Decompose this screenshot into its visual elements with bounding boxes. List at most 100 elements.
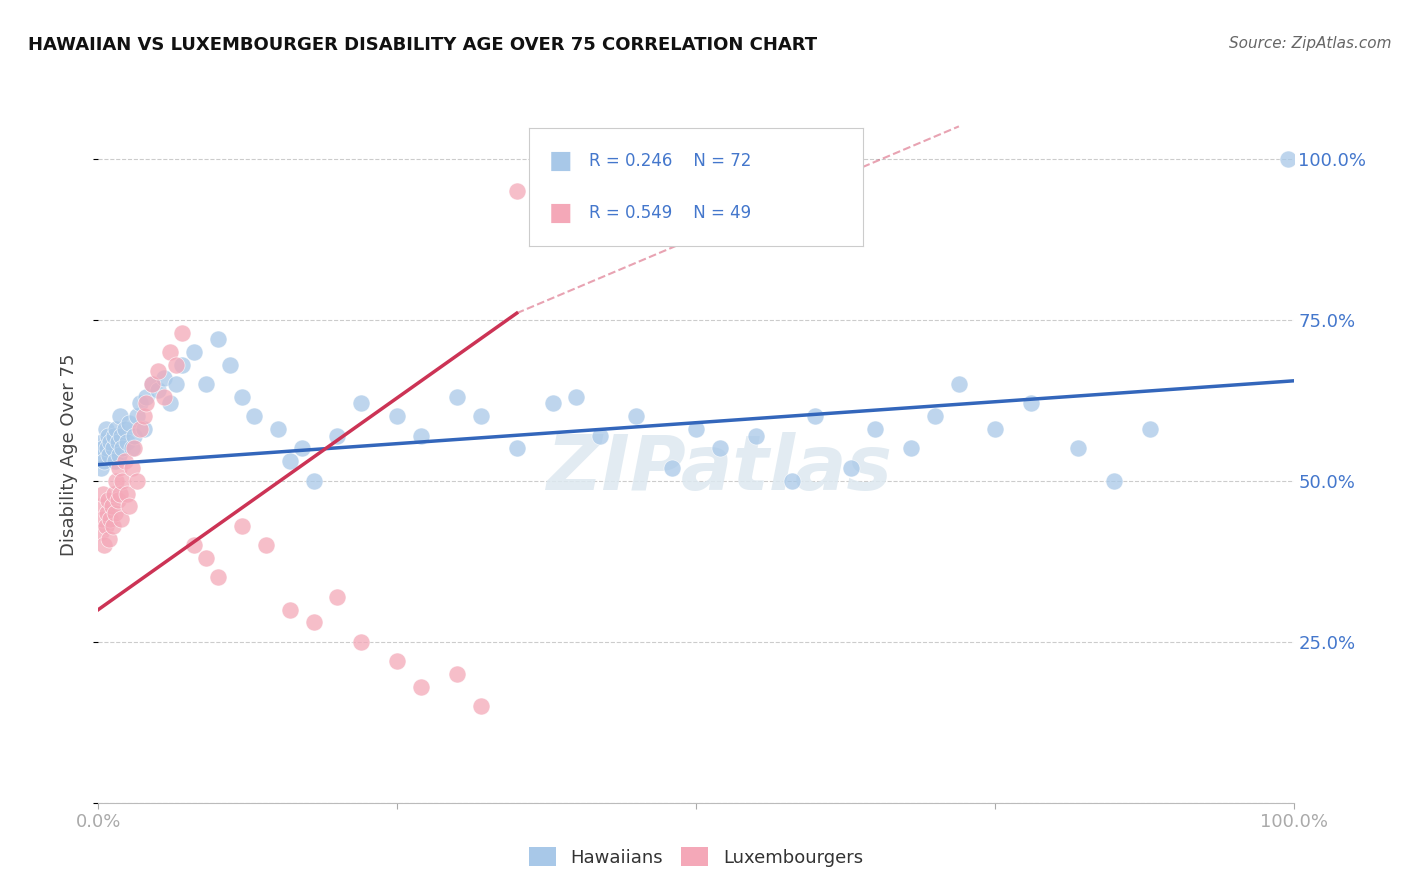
Point: [194, 551, 218, 566]
Point: [129, 422, 152, 436]
Point: [172, 326, 194, 340]
Point: [107, 448, 129, 462]
Point: [107, 435, 129, 450]
Point: [278, 454, 301, 468]
Point: [243, 409, 266, 424]
Point: [350, 396, 373, 410]
Point: [105, 474, 128, 488]
Point: [207, 332, 229, 346]
Point: [231, 390, 253, 404]
Point: [103, 428, 125, 442]
Point: [506, 184, 529, 198]
Point: [108, 409, 131, 424]
Point: [111, 474, 134, 488]
Point: [100, 500, 122, 514]
Point: [114, 422, 136, 436]
Point: [101, 518, 124, 533]
Point: [924, 409, 946, 424]
Y-axis label: Disability Age Over 75: Disability Age Over 75: [59, 353, 77, 557]
Point: [1019, 396, 1042, 410]
Point: [165, 377, 187, 392]
Point: [385, 654, 409, 668]
Point: [326, 590, 349, 604]
Point: [626, 409, 648, 424]
Point: [94, 518, 117, 533]
Point: [93, 538, 115, 552]
Point: [89, 500, 111, 514]
Point: [183, 344, 205, 359]
Point: [98, 532, 121, 546]
Point: [153, 390, 176, 404]
Point: [148, 384, 170, 398]
Point: [165, 358, 187, 372]
Point: [97, 428, 120, 442]
Point: [194, 377, 218, 392]
Point: [148, 364, 170, 378]
Point: [470, 699, 492, 714]
Point: [107, 493, 129, 508]
Point: [446, 667, 468, 681]
Point: [841, 460, 863, 475]
Point: [541, 396, 564, 410]
Point: [121, 460, 143, 475]
Point: [110, 428, 132, 442]
Point: [98, 512, 122, 526]
Point: [118, 416, 141, 430]
Point: [104, 506, 127, 520]
Point: [105, 422, 128, 436]
Point: [159, 396, 181, 410]
Legend: Hawaiians, Luxembourgers: Hawaiians, Luxembourgers: [522, 840, 870, 874]
Point: [254, 538, 277, 552]
Point: [1139, 422, 1161, 436]
Point: [900, 442, 922, 456]
Point: [804, 409, 827, 424]
Point: [589, 428, 612, 442]
Point: [103, 486, 125, 500]
Point: [125, 409, 148, 424]
Point: [709, 442, 731, 456]
Point: [1277, 152, 1299, 166]
Point: [135, 390, 157, 404]
Point: [97, 493, 120, 508]
Point: [111, 442, 134, 456]
Point: [118, 500, 141, 514]
Point: [101, 442, 124, 456]
Point: [302, 615, 325, 630]
Point: [565, 390, 588, 404]
Point: [91, 486, 114, 500]
Point: [278, 602, 301, 616]
Point: [124, 442, 146, 456]
Point: [104, 454, 127, 468]
Point: [350, 634, 373, 648]
Point: [132, 409, 155, 424]
Point: [153, 370, 176, 384]
Point: [470, 409, 492, 424]
Point: [91, 435, 114, 450]
Text: ZIPatlas: ZIPatlas: [547, 432, 893, 506]
Point: [302, 474, 325, 488]
Point: [385, 409, 409, 424]
Point: [114, 454, 136, 468]
Point: [89, 448, 111, 462]
Point: [291, 442, 314, 456]
Point: [411, 680, 433, 694]
Text: Source: ZipAtlas.com: Source: ZipAtlas.com: [1229, 36, 1392, 51]
Point: [231, 518, 253, 533]
Point: [207, 570, 229, 584]
Point: [685, 422, 707, 436]
Point: [91, 512, 114, 526]
Point: [948, 377, 970, 392]
Point: [124, 428, 146, 442]
Point: [172, 358, 194, 372]
Point: [1067, 442, 1090, 456]
Point: [506, 442, 529, 456]
Point: [1102, 474, 1125, 488]
Point: [132, 422, 155, 436]
Point: [141, 377, 163, 392]
Point: [115, 435, 138, 450]
Point: [96, 442, 118, 456]
Point: [121, 442, 143, 456]
Point: [780, 474, 803, 488]
Point: [326, 428, 349, 442]
Point: [745, 428, 768, 442]
